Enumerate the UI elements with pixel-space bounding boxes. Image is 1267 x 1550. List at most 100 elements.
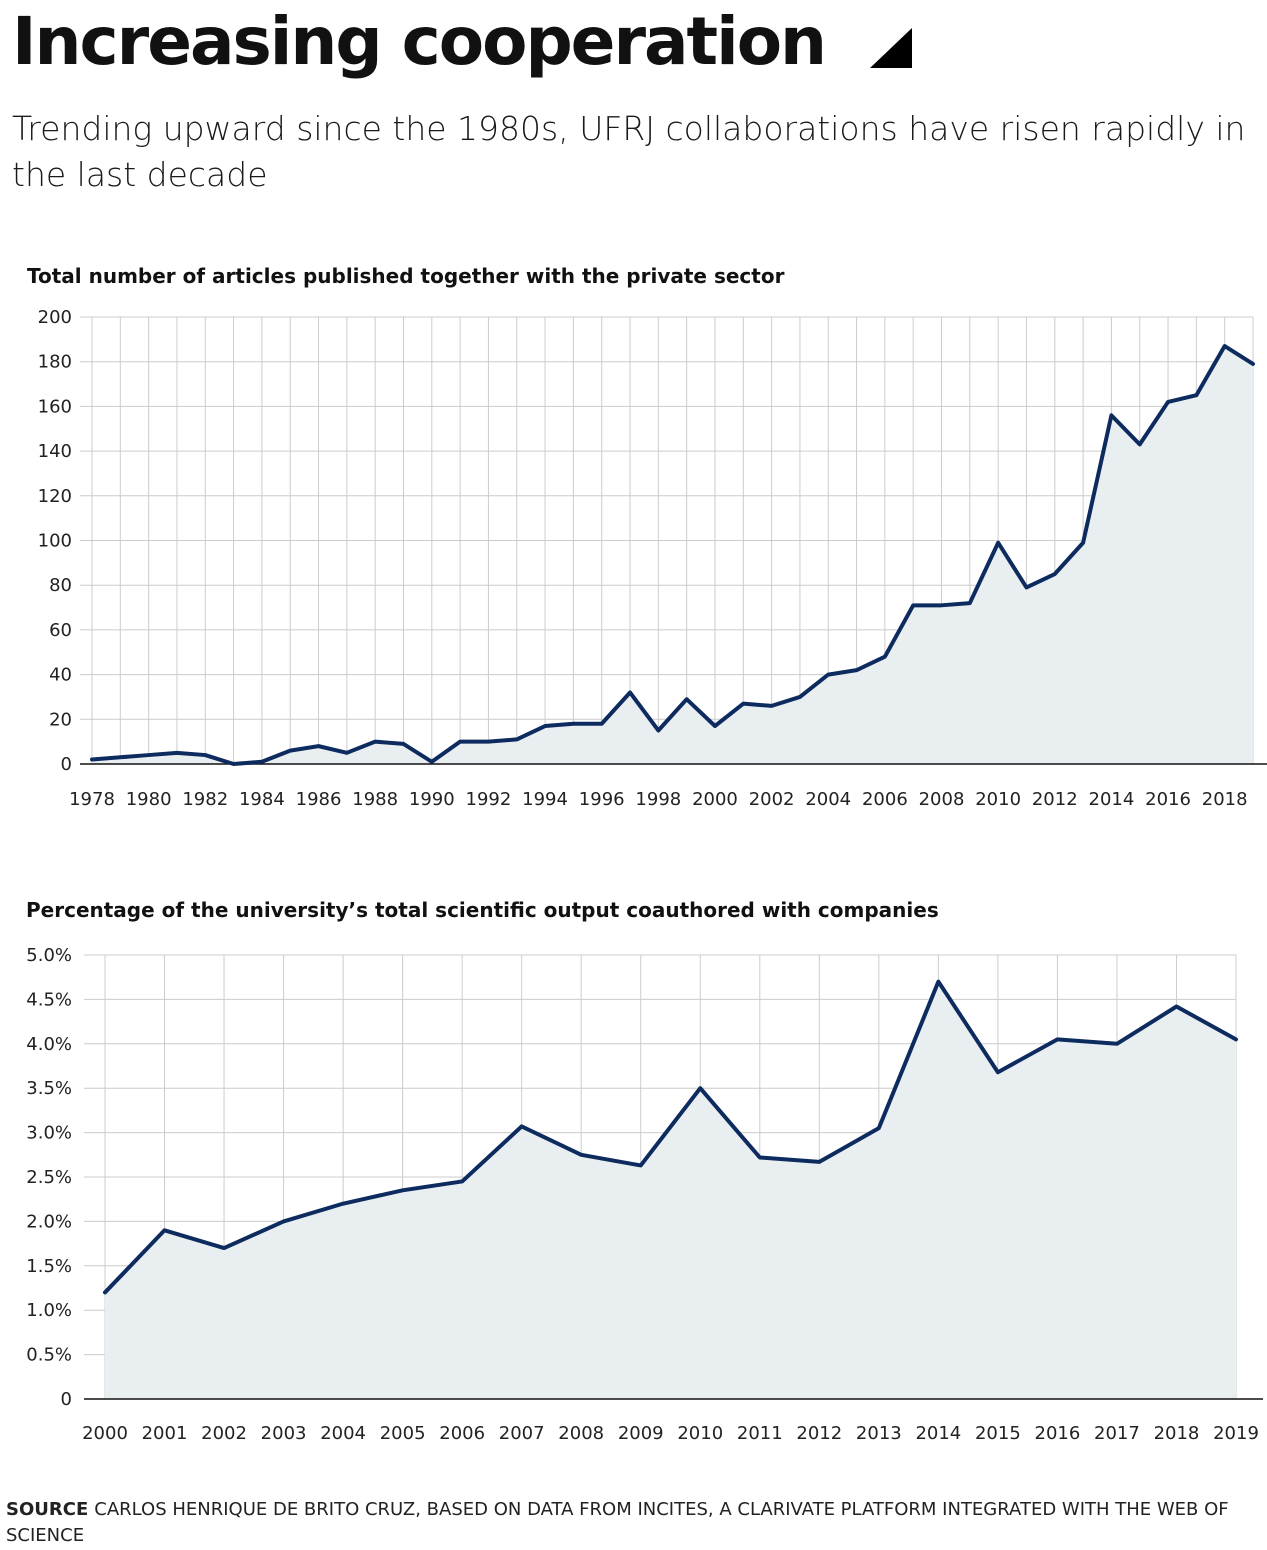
chart-1-series-line	[90, 344, 1255, 766]
chart-1-data-point	[543, 724, 547, 728]
chart-1-y-tick-label: 80	[49, 575, 72, 596]
chart-1-data-point	[486, 740, 490, 744]
chart-1-data-point	[968, 601, 972, 605]
chart-1-x-tick-label: 2002	[749, 789, 795, 810]
chart-2-x-tick-label: 2008	[558, 1423, 604, 1444]
chart-1-x-tick-label: 2012	[1032, 789, 1078, 810]
chart-2-y-tick-label: 5.0%	[26, 945, 72, 966]
chart-1-data-point	[1109, 413, 1113, 417]
chart-1-x-tick-label: 1990	[409, 789, 455, 810]
chart-1-x-tick-label: 2016	[1145, 789, 1191, 810]
chart-1-data-point	[401, 742, 405, 746]
chart-1-data-point	[798, 695, 802, 699]
chart-2-x-tick-label: 2004	[320, 1423, 366, 1444]
chart-1-data-point	[1166, 400, 1170, 404]
chart-2-y-tick-label: 1.5%	[26, 1256, 72, 1277]
chart-2-x-tick-label: 2000	[82, 1423, 128, 1444]
chart-2-data-point	[341, 1202, 345, 1206]
chart-1-data-point	[90, 758, 94, 762]
chart-2-data-point	[222, 1246, 226, 1250]
chart-1-x-tick-label: 2008	[919, 789, 965, 810]
chart-1-y-tick-label: 160	[38, 396, 72, 417]
chart-1-x-tick-label: 1994	[522, 789, 568, 810]
chart-1-data-point	[600, 722, 604, 726]
chart-1-x-tick-label: 1992	[466, 789, 512, 810]
chart-1-x-tick-label: 1982	[182, 789, 228, 810]
chart-1-data-point	[1251, 362, 1255, 366]
chart-1-x-tick-label: 2004	[805, 789, 851, 810]
chart-1-x-tick-label: 1988	[352, 789, 398, 810]
chart-1-data-point	[1053, 572, 1057, 576]
chart-2-x-tick-label: 2007	[499, 1423, 545, 1444]
chart-2-y-tick-label: 3.5%	[26, 1078, 72, 1099]
chart-1-data-point	[996, 541, 1000, 545]
chart-1-x-tick-label: 1978	[69, 789, 115, 810]
chart-1-y-tick-label: 20	[49, 709, 72, 730]
chart-1-data-point	[656, 728, 660, 732]
chart-2-percentage: 0 0.5% 1.0% 1.5% 2.0% 2.5% 3.0% 3.5% 4.0% 4.5% 5.0…	[26, 945, 1263, 1444]
chart-1-data-point	[515, 737, 519, 741]
chart-2-data-point	[758, 1155, 762, 1159]
chart-2-data-point	[401, 1188, 405, 1192]
chart-1-x-tick-label: 2018	[1202, 789, 1248, 810]
chart-1-data-point	[232, 762, 236, 766]
chart-1-data-point	[1024, 585, 1028, 589]
chart-1-y-tick-label: 180	[38, 352, 72, 373]
chart-2-data-point	[460, 1179, 464, 1183]
chart-2-y-tick-label: 0.5%	[26, 1345, 72, 1366]
chart-1-y-tick-label: 100	[38, 531, 72, 552]
chart-2-data-point	[103, 1290, 107, 1294]
source-label: SOURCE	[6, 1499, 89, 1520]
chart-2-y-tick-label: 1.0%	[26, 1300, 72, 1321]
chart-2-x-tick-label: 2003	[261, 1423, 307, 1444]
chart-2-data-point	[996, 1070, 1000, 1074]
chart-2-data-point	[817, 1160, 821, 1164]
chart-1-data-point	[741, 702, 745, 706]
chart-2-x-tick-label: 2012	[796, 1423, 842, 1444]
chart-1-data-point	[203, 753, 207, 757]
chart-1-data-point	[288, 749, 292, 753]
chart-1-data-point	[317, 744, 321, 748]
chart-2-data-point	[1115, 1042, 1119, 1046]
chart-2-x-tick-label: 2009	[618, 1423, 664, 1444]
chart-1-data-point	[1223, 344, 1227, 348]
chart-1-x-tick-label: 1998	[635, 789, 681, 810]
chart-1-data-point	[175, 751, 179, 755]
chart-1-data-point	[1138, 442, 1142, 446]
chart-1-data-point	[685, 697, 689, 701]
chart-2-data-point	[282, 1219, 286, 1223]
chart-2-x-tick-label: 2016	[1035, 1423, 1081, 1444]
chart-2-x-tick-label: 2013	[856, 1423, 902, 1444]
page-title: Increasing cooperation	[12, 3, 827, 80]
chart-2-x-tick-label: 2015	[975, 1423, 1021, 1444]
chart-2-y-tick-label: 4.5%	[26, 989, 72, 1010]
chart-2-data-point	[877, 1126, 881, 1130]
chart-2-x-tick-label: 2006	[439, 1423, 485, 1444]
chart-2-x-tick-label: 2014	[915, 1423, 961, 1444]
chart-1-data-point	[826, 673, 830, 677]
chart-2-y-tick-label: 0	[61, 1389, 72, 1410]
chart-1-y-tick-label: 120	[38, 486, 72, 507]
chart-2-y-tick-label: 3.0%	[26, 1123, 72, 1144]
chart-1-data-point	[770, 704, 774, 708]
chart-1-data-point	[147, 753, 151, 757]
chart-1-data-point	[713, 724, 717, 728]
chart-2-data-point	[639, 1163, 643, 1167]
chart-1-data-point	[1081, 541, 1085, 545]
chart-1-x-tick-label: 2010	[975, 789, 1021, 810]
chart-2-y-tick-label: 4.0%	[26, 1034, 72, 1055]
chart-2-x-tick-label: 2019	[1213, 1423, 1259, 1444]
chart-1-x-tick-label: 1996	[579, 789, 625, 810]
chart-2-data-point	[163, 1228, 167, 1232]
chart-2-data-point	[579, 1153, 583, 1157]
chart-1-y-tick-label: 0	[61, 754, 72, 775]
chart-2-data-point	[1234, 1037, 1238, 1041]
chart-2-data-point	[1174, 1005, 1178, 1009]
chart-1-data-point	[430, 760, 434, 764]
chart-1-articles: 0 20 40 60 80 100 120 140 160 180 200 1978 1980 1982 1…	[38, 307, 1267, 810]
chart-1-x-tick-label: 2000	[692, 789, 738, 810]
chart-2-data-point	[698, 1086, 702, 1090]
chart-1-data-point	[1194, 393, 1198, 397]
chart-2-x-tick-label: 2010	[677, 1423, 723, 1444]
chart-2-area-fill	[105, 981, 1236, 1399]
